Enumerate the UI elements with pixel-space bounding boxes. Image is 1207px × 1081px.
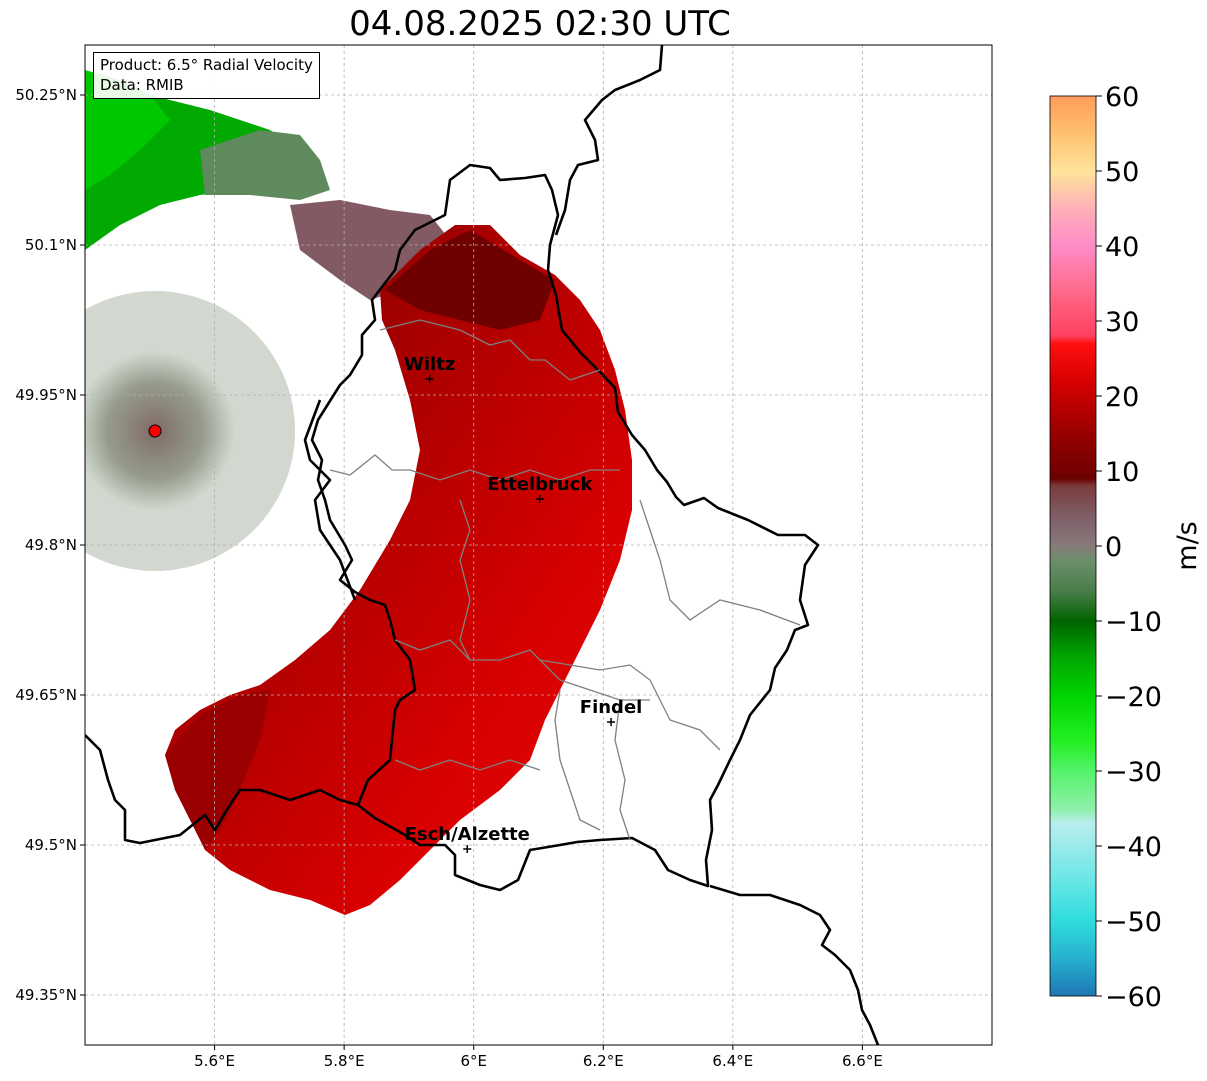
x-tick-label: 6.2°E: [583, 1052, 624, 1070]
colorbar-tick-label: −60: [1105, 982, 1162, 1013]
radar-site-clutter: [85, 291, 295, 571]
data-source-text: Data: RMIB: [100, 76, 184, 94]
receding-velocity-area: [165, 690, 270, 850]
approaching-velocity-area: [85, 70, 170, 190]
x-tick-label: 6°E: [460, 1052, 487, 1070]
colorbar-strip: [1049, 95, 1097, 997]
colorbar-tick-label: −50: [1105, 907, 1162, 938]
x-tick-label: 5.6°E: [194, 1052, 235, 1070]
colorbar-unit-label: m/s: [1172, 521, 1203, 570]
colorbar: 60 50 40 30 20 10 0 −10 −20 −30 −40 −50 −60 m/s: [1049, 82, 1203, 1013]
product-info-box: Product: 6.5° Radial Velocity Data: RMIB: [93, 52, 320, 99]
y-tick-label: 49.5°N: [25, 836, 77, 854]
receding-velocity-area: [385, 230, 555, 330]
x-tick-label: 6.6°E: [842, 1052, 883, 1070]
x-tick-label: 6.4°E: [712, 1052, 753, 1070]
luxembourg-border: [310, 163, 820, 892]
colorbar-tick-label: 0: [1105, 532, 1122, 563]
x-tick-label: 5.8°E: [324, 1052, 365, 1070]
colorbar-tick-label: −20: [1105, 682, 1162, 713]
y-tick-label: 49.65°N: [15, 686, 77, 704]
y-tick-label: 49.8°N: [25, 536, 77, 554]
y-axis-ticks: 50.25°N 50.1°N 49.95°N 49.8°N 49.65°N 49.5°N 4…: [15, 86, 85, 1004]
colorbar-ticks: 60 50 40 30 20 10 0 −10 −20 −30 −40 −50 −60: [1096, 82, 1162, 1013]
y-tick-label: 50.1°N: [25, 236, 77, 254]
city-label: Findel: [580, 697, 643, 718]
product-text: Product: 6.5° Radial Velocity: [100, 56, 313, 74]
belgium-west-border: [303, 399, 357, 601]
country-borders: [85, 45, 880, 1045]
colorbar-tick-label: 10: [1105, 457, 1139, 488]
germany-border: [554, 45, 664, 236]
canton-borders: [329, 319, 801, 841]
colorbar-tick-label: 60: [1105, 82, 1139, 113]
chart-title: 04.08.2025 02:30 UTC: [349, 4, 731, 44]
colorbar-tick-label: −10: [1105, 607, 1162, 638]
city-label: Ettelbruck: [487, 474, 593, 495]
colorbar-tick-label: 30: [1105, 307, 1139, 338]
x-axis-ticks: 5.6°E 5.8°E 6°E 6.2°E 6.4°E 6.6°E: [194, 1045, 883, 1070]
colorbar-tick-label: −30: [1105, 757, 1162, 788]
y-tick-label: 49.35°N: [15, 986, 77, 1004]
colorbar-tick-label: −40: [1105, 832, 1162, 863]
near-zero-velocity-area: [200, 130, 330, 200]
city-label: Esch/Alzette: [405, 824, 530, 845]
radar-site-marker: [148, 424, 162, 438]
city-markers: Wiltz Ettelbruck Findel Esch/Alzette: [404, 354, 642, 853]
y-tick-label: 50.25°N: [15, 86, 77, 104]
france-belgium-border: [85, 734, 359, 845]
receding-velocity-area: [165, 225, 632, 915]
y-tick-label: 49.95°N: [15, 386, 77, 404]
colorbar-tick-label: 40: [1105, 232, 1139, 263]
colorbar-tick-label: 20: [1105, 382, 1139, 413]
colorbar-tick-label: 50: [1105, 157, 1139, 188]
france-germany-border: [709, 884, 880, 1045]
city-label: Wiltz: [404, 354, 455, 375]
